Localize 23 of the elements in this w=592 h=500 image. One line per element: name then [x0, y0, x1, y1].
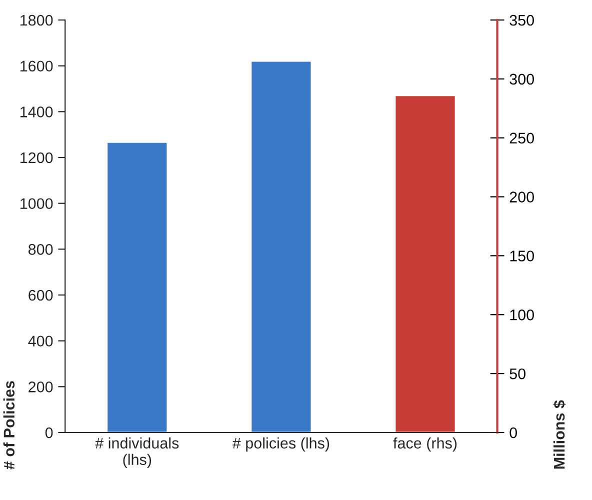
x-tick-label: face (rhs) — [393, 437, 457, 452]
x-tick-label: # policies (lhs) — [232, 437, 330, 452]
y2-tick-label: 50 — [510, 368, 526, 380]
y2-tick-label: 300 — [510, 74, 534, 85]
x-tick-label: # individuals (lhs) — [95, 437, 179, 468]
y2-axis-title: Millions $ — [553, 400, 566, 469]
y-tick-label: 1800 — [20, 14, 53, 26]
y-tick-label: 1600 — [20, 60, 53, 72]
y2-tick-label: 0 — [510, 427, 517, 438]
y-tick-label: 800 — [28, 244, 53, 255]
y-tick-label: 1200 — [20, 152, 53, 164]
y-tick-label: 0 — [45, 427, 53, 438]
y-tick-label: 1000 — [20, 198, 53, 210]
y-tick-label: 600 — [28, 290, 53, 301]
y2-tick-label: 150 — [510, 250, 534, 262]
y2-tick-label: 350 — [510, 14, 534, 26]
y-axis-title: # of Policies — [3, 381, 15, 470]
y-tick-label: 400 — [28, 336, 53, 347]
y2-tick-label: 200 — [510, 192, 534, 202]
y2-tick-label: 250 — [510, 132, 534, 144]
y-tick-label: 1400 — [20, 106, 53, 118]
y2-tick-label: 100 — [510, 310, 534, 320]
y-tick-label: 200 — [28, 382, 53, 392]
